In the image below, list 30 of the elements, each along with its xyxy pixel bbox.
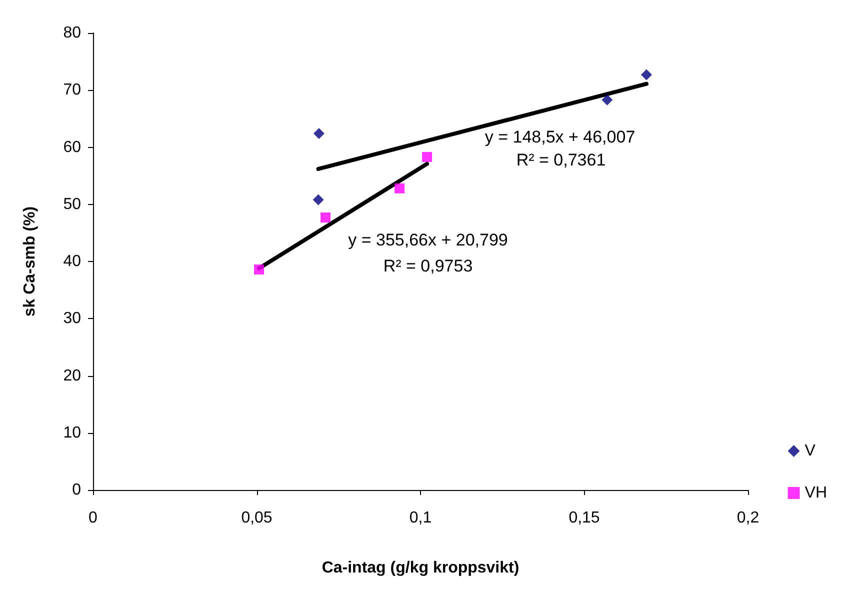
y-tick-label: 0	[72, 482, 82, 498]
point	[422, 152, 432, 162]
legend-label: V	[804, 442, 816, 460]
point	[602, 94, 613, 106]
x-tick-label: 0,2	[736, 510, 760, 526]
x-tick-label: 0,15	[568, 510, 600, 526]
point	[640, 69, 652, 80]
y-tick-label: 20	[63, 367, 82, 384]
y-tick-label: 40	[63, 253, 82, 270]
y-tick-label: 60	[63, 138, 82, 156]
x-tick-label: 0,05	[241, 510, 272, 526]
point	[254, 264, 264, 274]
y-tick-label: 70	[63, 82, 82, 99]
x-axis-title: Ca-intag (g/kg kroppsvikt)	[322, 560, 520, 576]
y-tick-label: 50	[63, 196, 82, 213]
y-tick-label: 30	[63, 310, 82, 328]
y-tick-label: 10	[63, 424, 82, 442]
annotation: R² = 0,7361	[516, 150, 606, 170]
x-tick-label: 0	[88, 510, 98, 526]
x-tick-label: 0,1	[409, 510, 432, 526]
point	[313, 128, 324, 140]
annotation: R² = 0,9753	[383, 256, 473, 276]
point	[320, 212, 331, 223]
annotation: y = 148,5x + 46,007	[484, 128, 636, 146]
point	[312, 194, 324, 206]
point	[394, 183, 405, 194]
y-axis-title: sk Ca-smb (%)	[22, 206, 38, 317]
annotation: y = 355,66x + 20,799	[348, 230, 508, 250]
legend-label: VH	[804, 484, 828, 502]
y-tick-label: 80	[63, 24, 82, 42]
